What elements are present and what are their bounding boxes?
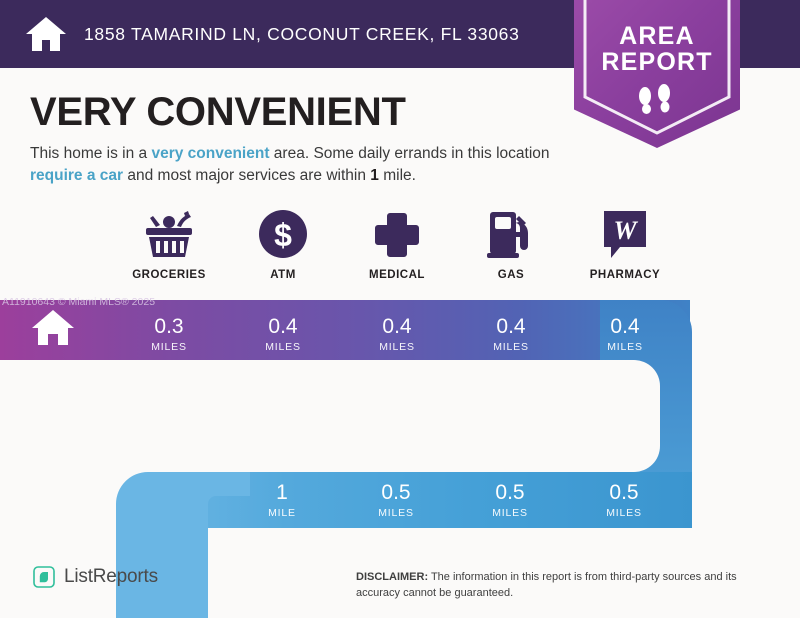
intro-description: This home is in a very convenient area. … — [30, 143, 575, 188]
intro-text-3: and most major services are within — [123, 167, 371, 185]
distance-value: 0.4 — [610, 314, 640, 338]
distance-unit: MILES — [607, 340, 643, 353]
distance-segment: 0.5 MILES — [339, 473, 453, 527]
distance-track — [0, 300, 692, 618]
distance-unit: MILES — [151, 340, 187, 353]
intro-text-1: This home is in a — [30, 145, 152, 162]
distance-unit: MILES — [493, 340, 529, 353]
distance-value: 0.3 — [154, 314, 184, 338]
distance-value: 0.4 — [496, 314, 526, 338]
pharmacy-w-icon: W — [600, 208, 650, 260]
listreports-logo[interactable]: ListReports — [32, 565, 158, 589]
listreports-logo-icon — [33, 566, 55, 588]
intro-highlight-1: very convenient — [151, 145, 270, 162]
service-label: MEDICAL — [369, 269, 425, 281]
home-icon — [26, 17, 66, 51]
home-marker-icon — [32, 310, 74, 345]
row2-icon-well — [0, 360, 660, 472]
disclaimer-label: DISCLAIMER: — [356, 571, 429, 583]
intro-highlight-2: require a car — [30, 167, 124, 185]
footer-well — [208, 528, 800, 618]
badge-title-line1: AREA — [619, 22, 695, 50]
left-gap-row2 — [0, 472, 116, 618]
distance-value: 0.4 — [268, 314, 298, 338]
medical-cross-icon — [372, 208, 422, 260]
grocery-basket-icon — [140, 208, 198, 260]
distance-segment: 1 MILE — [225, 473, 339, 527]
distance-unit: MILES — [379, 340, 415, 353]
page-title: VERY CONVENIENT — [30, 90, 406, 134]
service-pharmacy[interactable]: W PHARMACY — [568, 208, 682, 281]
badge-title-line2: REPORT — [601, 48, 713, 76]
distance-segment: 0.4 MILES — [340, 302, 454, 366]
distance-unit: MILES — [492, 506, 528, 519]
footprints-icon — [639, 84, 670, 114]
mls-watermark: A11910643 © Miami MLS® 2025 — [2, 296, 156, 308]
distance-unit: MILES — [265, 340, 301, 353]
service-medical[interactable]: MEDICAL — [340, 208, 454, 281]
distance-segment: 0.4 MILES — [454, 302, 568, 366]
service-label: ATM — [270, 269, 296, 281]
distance-segment: 0.4 MILES — [568, 302, 682, 366]
distance-segment: 0.5 MILES — [567, 473, 681, 527]
distance-value: 0.4 — [382, 314, 412, 338]
distance-segment: 0.4 MILES — [226, 302, 340, 366]
intro-highlight-3: 1 — [370, 167, 379, 185]
distance-unit: MILES — [378, 506, 414, 519]
service-groceries[interactable]: GROCERIES — [112, 208, 226, 281]
service-gas[interactable]: GAS — [454, 208, 568, 281]
dollar-circle-icon: $ — [257, 208, 309, 260]
row1-icons: GROCERIES $ ATM MEDICAL — [112, 208, 682, 281]
distance-segment: 0.3 MILES — [112, 302, 226, 366]
intro-text-4: mile. — [378, 167, 416, 185]
distance-unit: MILES — [606, 506, 642, 519]
property-address: 1858 TAMARIND LN, COCONUT CREEK, FL 3306… — [84, 23, 520, 44]
distance-value: 1 — [276, 480, 288, 504]
svg-text:$: $ — [274, 217, 292, 253]
distance-segment: 0.5 MILES — [453, 473, 567, 527]
service-label: GAS — [497, 269, 525, 281]
distance-value: 0.5 — [495, 480, 525, 504]
svg-text:W: W — [613, 216, 638, 245]
disclaimer: DISCLAIMER: The information in this repo… — [356, 570, 776, 602]
distance-value: 0.5 — [609, 480, 639, 504]
intro-text-2: area. Some daily errands in this locatio… — [269, 145, 550, 162]
gas-pump-icon — [486, 208, 536, 260]
distance-values: 0.3 MILES 0.4 MILES 0.4 MILES 0.4 MILES … — [0, 288, 800, 618]
service-atm[interactable]: $ ATM — [226, 208, 340, 281]
distance-unit: MILE — [268, 506, 296, 519]
listreports-logo-text: ListReports — [64, 566, 158, 587]
disclaimer-text: The information in this report is from t… — [356, 571, 737, 599]
service-label: GROCERIES — [132, 269, 206, 281]
service-label: PHARMACY — [589, 269, 661, 281]
distance-value: 0.5 — [381, 480, 411, 504]
